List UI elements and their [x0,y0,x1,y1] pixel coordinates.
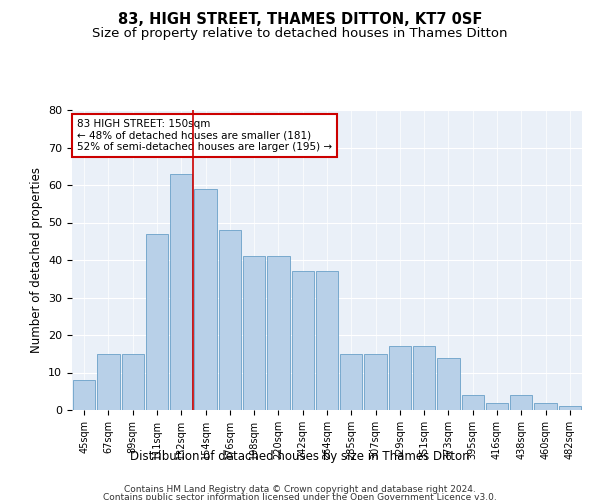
Text: Distribution of detached houses by size in Thames Ditton: Distribution of detached houses by size … [130,450,470,463]
Bar [389,346,411,410]
Bar [122,354,144,410]
Bar [340,354,362,410]
Bar [364,354,387,410]
Bar [194,188,217,410]
Bar [146,234,168,410]
Bar [316,271,338,410]
Bar [559,406,581,410]
Bar [413,346,436,410]
Bar [243,256,265,410]
Text: Size of property relative to detached houses in Thames Ditton: Size of property relative to detached ho… [92,28,508,40]
Bar [437,358,460,410]
Bar [73,380,95,410]
Bar [218,230,241,410]
Text: 83, HIGH STREET, THAMES DITTON, KT7 0SF: 83, HIGH STREET, THAMES DITTON, KT7 0SF [118,12,482,28]
Text: Contains public sector information licensed under the Open Government Licence v3: Contains public sector information licen… [103,492,497,500]
Bar [97,354,119,410]
Bar [510,395,532,410]
Y-axis label: Number of detached properties: Number of detached properties [29,167,43,353]
Bar [486,402,508,410]
Text: Contains HM Land Registry data © Crown copyright and database right 2024.: Contains HM Land Registry data © Crown c… [124,485,476,494]
Bar [170,174,193,410]
Bar [292,271,314,410]
Text: 83 HIGH STREET: 150sqm
← 48% of detached houses are smaller (181)
52% of semi-de: 83 HIGH STREET: 150sqm ← 48% of detached… [77,119,332,152]
Bar [461,395,484,410]
Bar [267,256,290,410]
Bar [535,402,557,410]
